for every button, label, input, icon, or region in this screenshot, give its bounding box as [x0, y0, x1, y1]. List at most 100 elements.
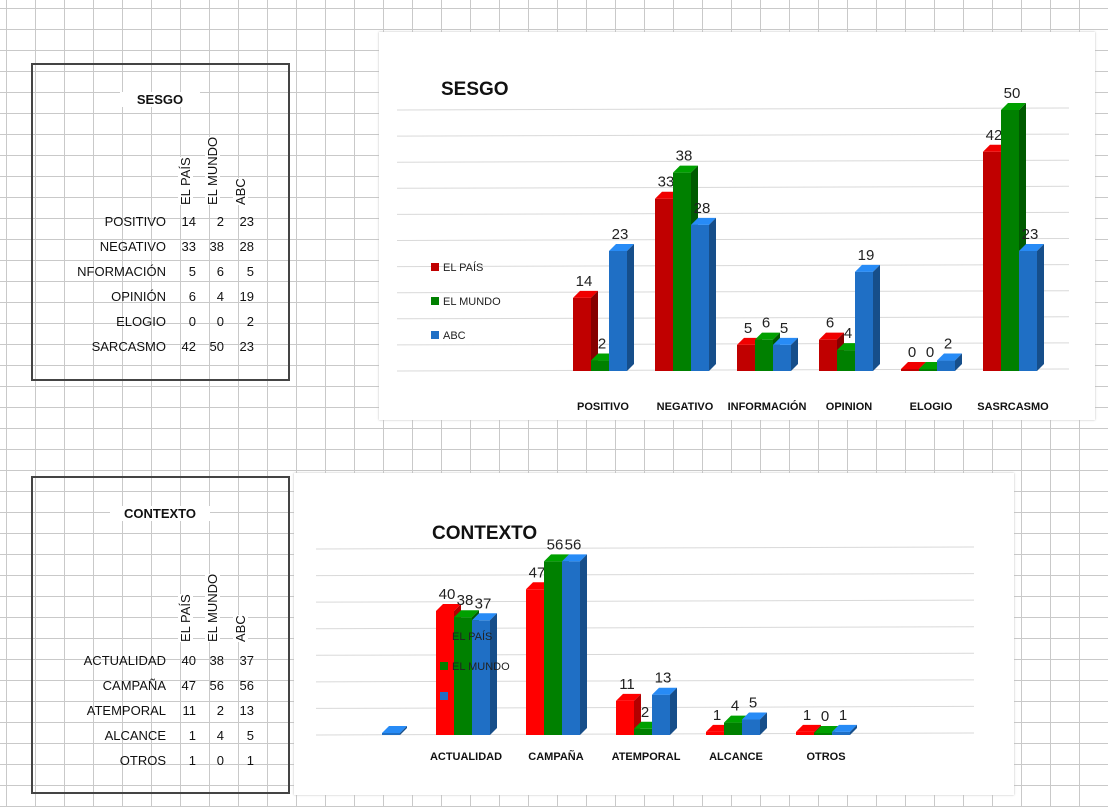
chart-title: CONTEXTO	[432, 523, 537, 544]
contexto-table-title: CONTEXTO	[110, 506, 210, 521]
legend-swatch	[440, 692, 448, 700]
contexto-cell: 37	[232, 653, 254, 668]
contexto-row-label: ACTUALIDAD	[40, 653, 166, 668]
data-label: 13	[655, 670, 672, 687]
contexto-cell: 5	[232, 728, 254, 743]
chart-title: SESGO	[441, 79, 509, 100]
sesgo-cell: 23	[232, 214, 254, 229]
sesgo-row-label: NEGATIVO	[40, 239, 166, 254]
category-tick-label: OPINION	[826, 401, 873, 413]
bar	[609, 244, 634, 371]
sesgo-cell: 50	[202, 339, 224, 354]
sesgo-col-header-el-pais: EL PAÍS	[178, 157, 193, 205]
contexto-chart-panel: CONTEXTO 40 38 37 ACTUALIDAD 47 56 56 CAMPAÑA 11 2…	[294, 473, 1014, 795]
data-label: 0	[821, 708, 829, 725]
sesgo-table-title: SESGO	[120, 92, 200, 107]
gridline	[397, 239, 1069, 241]
sesgo-row-label: OPINIÓN	[40, 289, 166, 304]
contexto-cell: 40	[174, 653, 196, 668]
data-label: 38	[676, 148, 693, 165]
bar	[382, 726, 407, 735]
legend-swatch	[431, 263, 439, 271]
contexto-cell: 56	[232, 678, 254, 693]
category-tick-label: INFORMACIÓN	[728, 400, 807, 413]
category-tick-label: ELOGIO	[910, 401, 953, 413]
bar	[773, 338, 798, 371]
legend-label: ABC	[443, 330, 466, 342]
gridline	[316, 574, 974, 576]
contexto-cell: 11	[174, 703, 196, 718]
legend-label: EL PAÍS	[452, 630, 492, 643]
gridline	[397, 108, 1069, 110]
sesgo-cell: 0	[202, 314, 224, 329]
legend-swatch	[440, 632, 448, 640]
gridline	[397, 343, 1069, 345]
data-label: 50	[1004, 85, 1021, 102]
sesgo-cell: 2	[232, 314, 254, 329]
bar	[1019, 244, 1044, 371]
gridline	[397, 369, 1069, 371]
sesgo-cell: 14	[174, 214, 196, 229]
data-label: 23	[1022, 226, 1039, 243]
gridline	[316, 627, 974, 629]
sesgo-cell: 2	[202, 214, 224, 229]
bar	[742, 713, 767, 736]
data-label: 38	[457, 592, 474, 609]
contexto-cell: 56	[202, 678, 224, 693]
data-label: 2	[944, 336, 952, 353]
contexto-cell: 1	[174, 728, 196, 743]
bar	[855, 265, 880, 371]
data-label: 4	[731, 698, 739, 715]
data-label: 11	[619, 676, 635, 693]
gridline	[397, 291, 1069, 293]
sesgo-cell: 19	[232, 289, 254, 304]
bar	[652, 688, 677, 735]
sesgo-cell: 33	[174, 239, 196, 254]
data-label: 5	[744, 320, 752, 337]
sesgo-chart-panel: SESGO 14 2 23 POSITIVO 33 38 28 NEGATIVO 5 6 5 INFOR…	[379, 32, 1095, 420]
data-label: 5	[780, 320, 788, 337]
legend-label: EL PAÍS	[443, 261, 483, 274]
data-label: 0	[908, 344, 916, 361]
category-tick-label: ACTUALIDAD	[430, 751, 502, 763]
sesgo-row-label: POSITIVO	[40, 214, 166, 229]
data-label: 0	[926, 344, 934, 361]
legend-label: EL MUNDO	[452, 661, 510, 673]
sesgo-cell: 5	[174, 264, 196, 279]
contexto-cell: 13	[232, 703, 254, 718]
gridline	[397, 160, 1069, 162]
contexto-cell: 2	[202, 703, 224, 718]
gridline	[397, 265, 1069, 267]
category-tick-label: SASRCASMO	[977, 401, 1049, 413]
category-tick-label: ATEMPORAL	[612, 751, 681, 763]
category-tick-label: POSITIVO	[577, 401, 629, 413]
gridline	[316, 680, 974, 682]
contexto-col-header-abc: ABC	[233, 615, 248, 642]
data-label: 40	[439, 586, 456, 603]
sesgo-cell: 38	[202, 239, 224, 254]
category-tick-label: CAMPAÑA	[528, 750, 583, 763]
category-tick-label: NEGATIVO	[657, 401, 714, 413]
sesgo-col-header-abc: ABC	[233, 178, 248, 205]
gridline	[397, 134, 1069, 136]
data-label: 14	[576, 273, 593, 290]
contexto-table	[31, 476, 290, 794]
gridline	[316, 653, 974, 655]
contexto-cell: 47	[174, 678, 196, 693]
bar	[562, 554, 587, 735]
data-label: 1	[713, 707, 721, 724]
bar	[691, 218, 716, 371]
data-label: 2	[598, 336, 606, 353]
contexto-row-label: ATEMPORAL	[40, 703, 166, 718]
sesgo-row-label: SARCASMO	[40, 339, 166, 354]
sesgo-cell: 42	[174, 339, 196, 354]
contexto-cell: 0	[202, 753, 224, 768]
data-label: 1	[803, 707, 811, 724]
contexto-row-label: OTROS	[40, 753, 166, 768]
sesgo-cell: 28	[232, 239, 254, 254]
gridline	[316, 547, 974, 549]
contexto-cell: 1	[232, 753, 254, 768]
sesgo-row-label: ELOGIO	[40, 314, 166, 329]
